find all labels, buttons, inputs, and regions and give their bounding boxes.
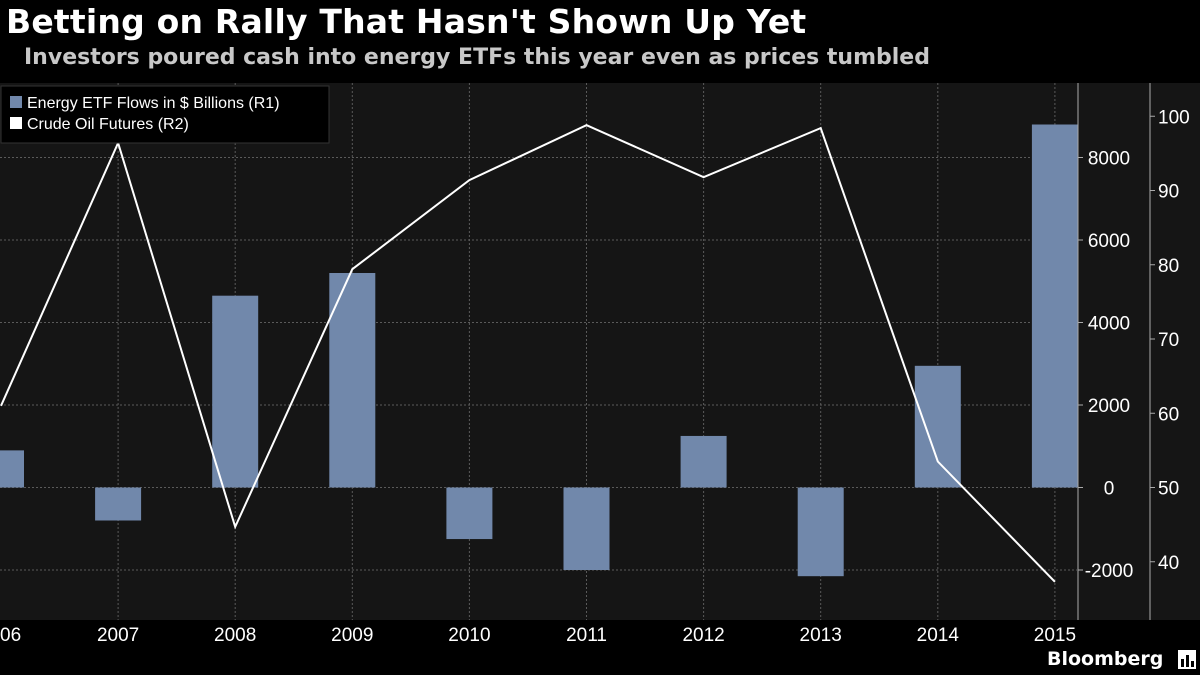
r2-tick-label: 80 bbox=[1158, 256, 1179, 277]
bar-06 bbox=[0, 450, 24, 488]
x-tick-label-06: 06 bbox=[0, 625, 21, 646]
r2-tick-label: 60 bbox=[1158, 404, 1179, 425]
r2-tick-label: 40 bbox=[1158, 553, 1179, 574]
x-tick-label-2009: 2009 bbox=[331, 625, 373, 646]
x-tick-label-2010: 2010 bbox=[448, 625, 490, 646]
bar-2009 bbox=[329, 273, 376, 488]
line-layer bbox=[0, 124, 1056, 583]
r1-tick-label: 0 bbox=[1104, 479, 1115, 500]
legend-swatch-crude bbox=[10, 117, 22, 129]
r2-tick-label: 70 bbox=[1158, 330, 1179, 351]
x-tick-label-2011: 2011 bbox=[566, 625, 607, 646]
bar-layer bbox=[0, 124, 1078, 577]
x-tick-label-2014: 2014 bbox=[917, 625, 960, 646]
x-tick-label-2008: 2008 bbox=[214, 625, 256, 646]
bar-2010 bbox=[446, 487, 493, 540]
r1-tick-label: 6000 bbox=[1088, 231, 1130, 252]
crude-oil-line bbox=[0, 124, 1056, 583]
bar-2012 bbox=[680, 435, 727, 488]
bar-2007 bbox=[95, 487, 142, 521]
r2-tick-label: 90 bbox=[1158, 182, 1179, 203]
brand-name: Bloomberg bbox=[1047, 648, 1164, 670]
legend: Energy ETF Flows in $ Billions (R1) Crud… bbox=[0, 85, 330, 144]
bar-2008 bbox=[212, 295, 259, 488]
chart-subtitle: Investors poured cash into energy ETFs t… bbox=[24, 45, 930, 70]
r1-tick-label: 8000 bbox=[1088, 149, 1130, 170]
r2-tick-label: 50 bbox=[1158, 479, 1179, 500]
chart-title: Betting on Rally That Hasn't Shown Up Ye… bbox=[6, 2, 807, 41]
legend-swatch-flows bbox=[10, 96, 22, 108]
x-tick-label-2012: 2012 bbox=[682, 625, 724, 646]
r1-tick-label: -2000 bbox=[1085, 561, 1134, 582]
x-tick-label-2015: 2015 bbox=[1034, 625, 1076, 646]
legend-label-flows: Energy ETF Flows in $ Billions (R1) bbox=[27, 95, 280, 112]
bar-2013 bbox=[797, 487, 844, 577]
bar-chart-logo-icon bbox=[1178, 650, 1196, 669]
r2-tick-label: 100 bbox=[1158, 107, 1190, 128]
bar-2011 bbox=[563, 487, 610, 570]
legend-box bbox=[0, 85, 330, 144]
x-tick-label-2007: 2007 bbox=[97, 625, 139, 646]
legend-label-crude: Crude Oil Futures (R2) bbox=[27, 116, 189, 133]
r1-tick-label: 2000 bbox=[1088, 396, 1130, 417]
bar-2015 bbox=[1031, 124, 1078, 488]
axis-layer: 8000 6000 4000 2000 0 -2000 100 90 80 70 60 50 40 06 2… bbox=[0, 83, 1190, 646]
bar-2014 bbox=[914, 365, 961, 488]
x-tick-label-2013: 2013 bbox=[800, 625, 842, 646]
r1-tick-label: 4000 bbox=[1088, 314, 1130, 335]
xaxis-background bbox=[0, 620, 1200, 647]
